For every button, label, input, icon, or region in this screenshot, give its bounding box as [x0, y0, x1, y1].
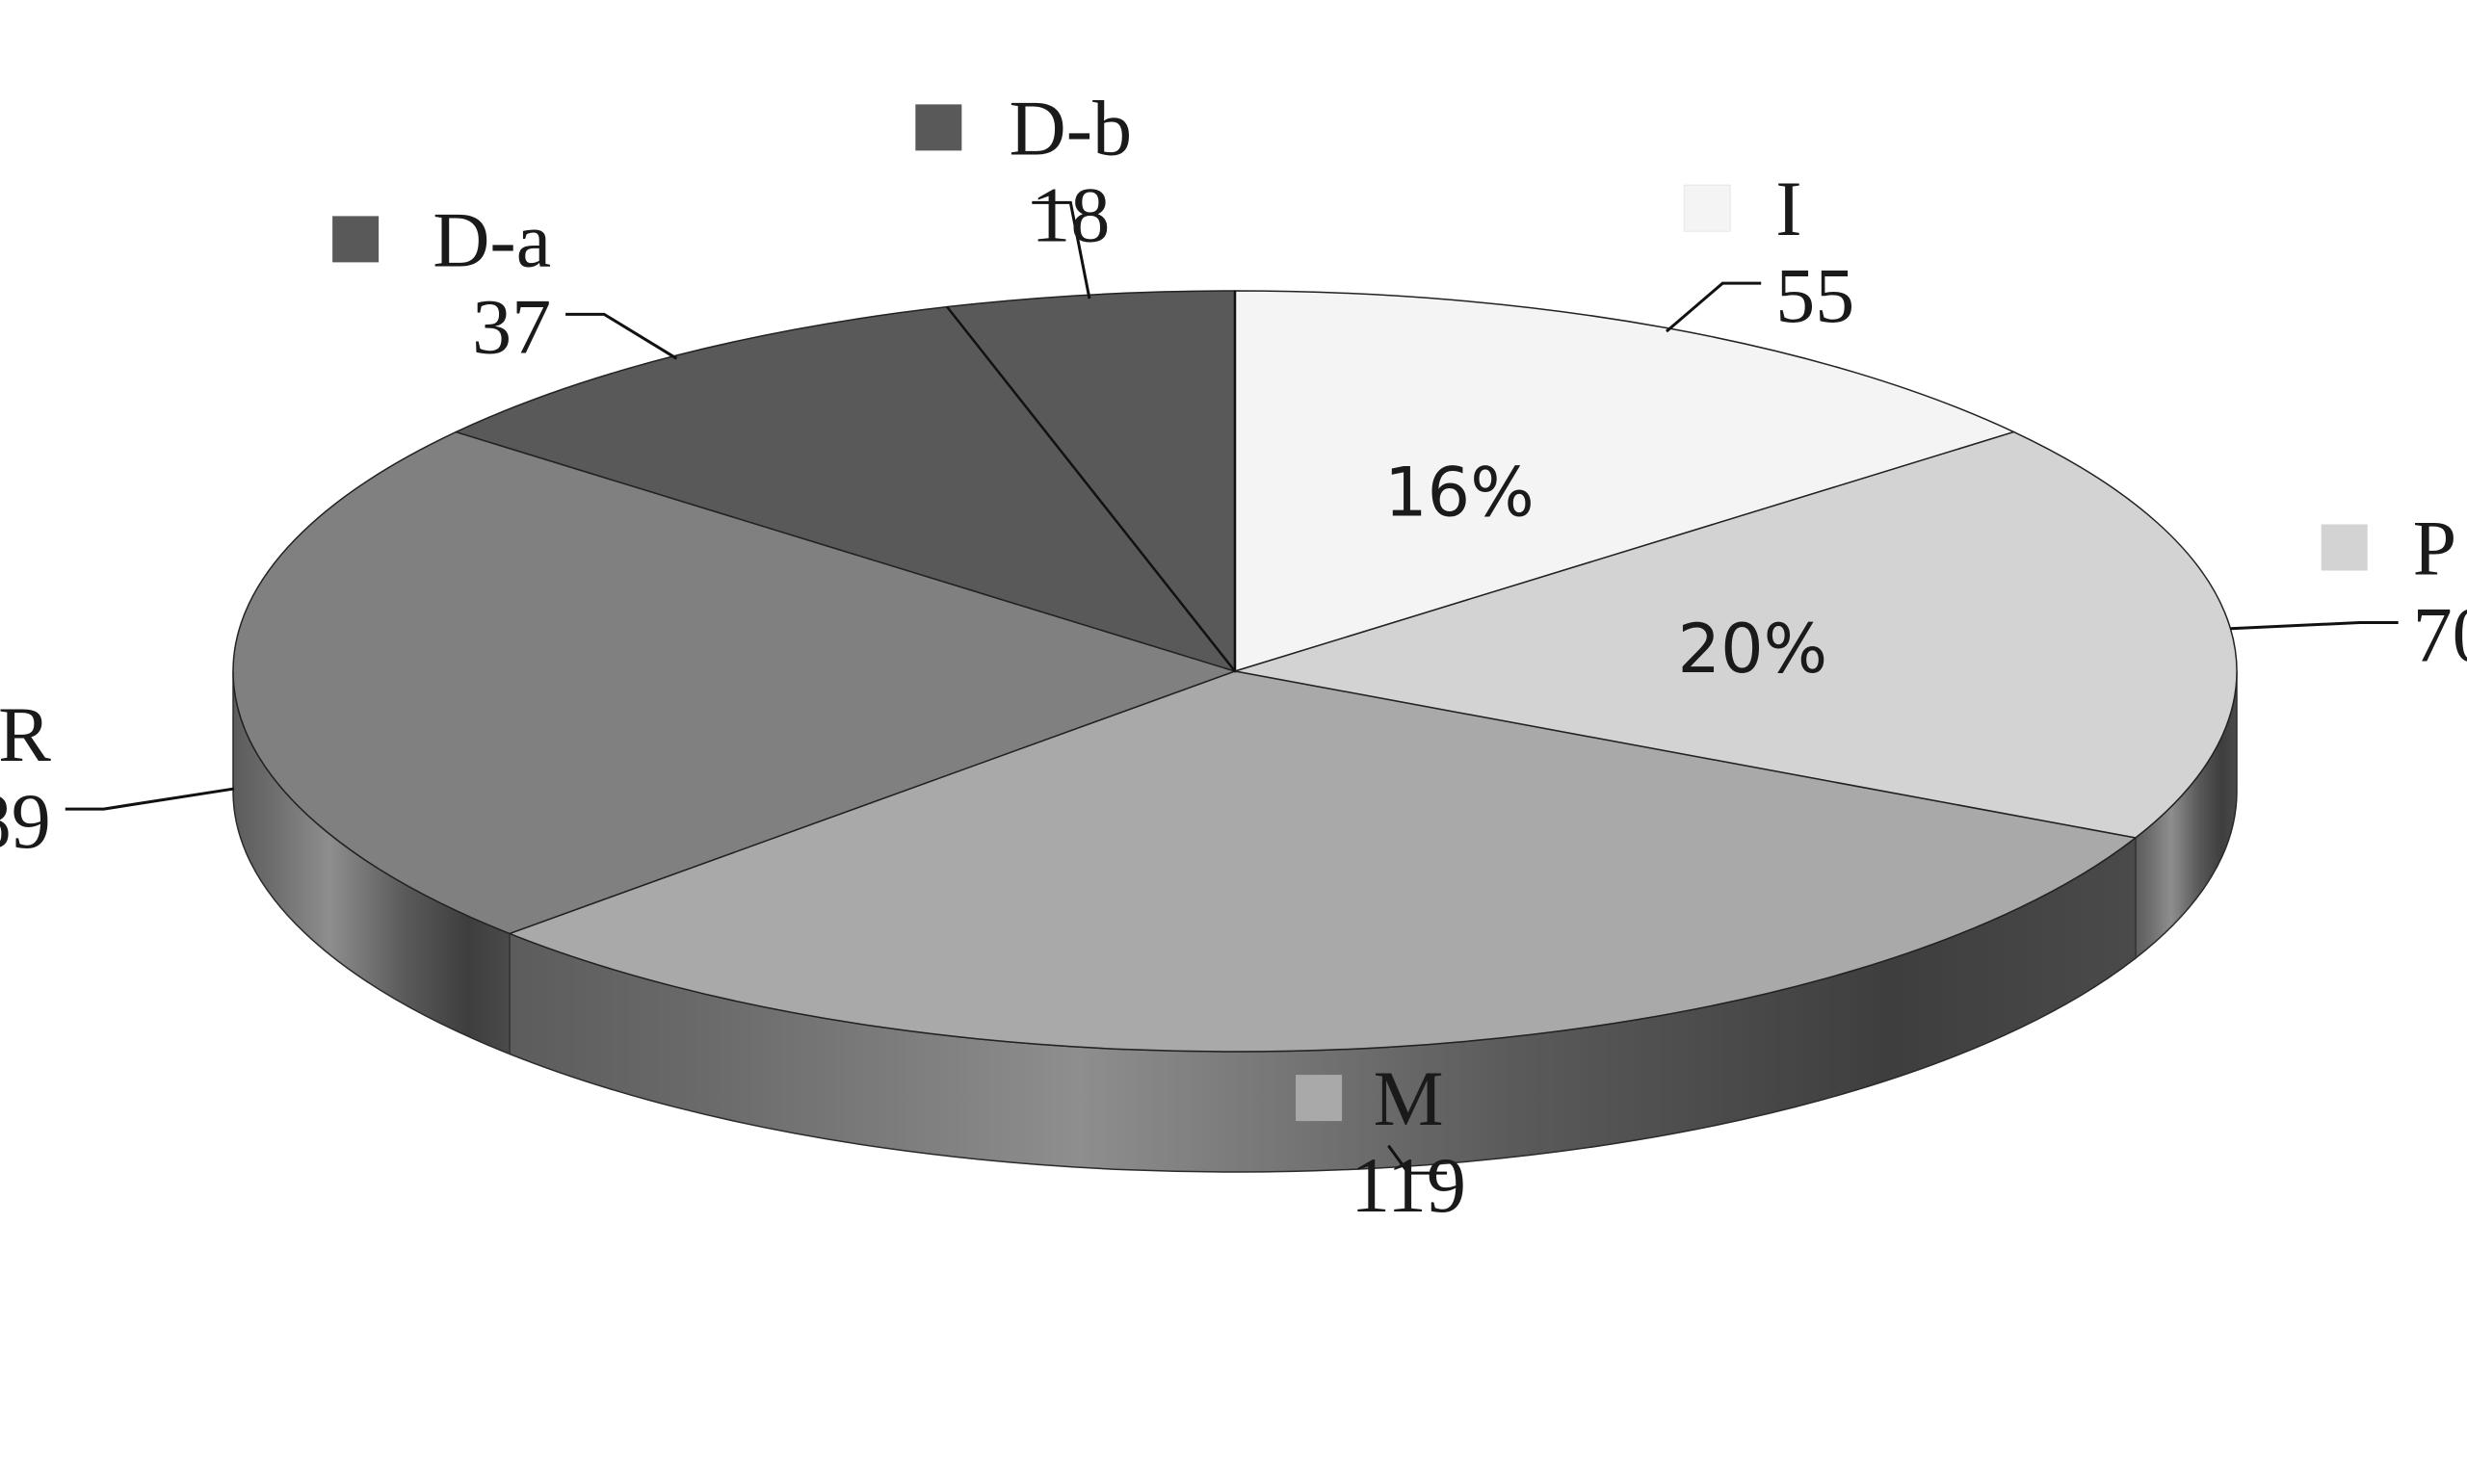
legend-key-d-a: [332, 216, 380, 263]
value-label-i: 55: [1775, 251, 1854, 339]
value-label-m: 119: [1351, 1141, 1466, 1229]
legend-key-d-b: [915, 104, 962, 151]
percent-label-p: 20%: [1678, 610, 1828, 689]
legend-key-i: [1683, 184, 1731, 232]
legend-key-m: [1296, 1075, 1343, 1122]
leader-line-d-a: [565, 312, 678, 360]
pie-top-surface: [232, 290, 2238, 1053]
leader-line-i: [1666, 281, 1762, 333]
category-label-m: M: [1374, 1054, 1444, 1142]
value-label-d-a: 37: [472, 282, 551, 370]
leader-line-d-b: [1032, 200, 1091, 299]
divider-d-b: [946, 305, 1236, 672]
leader-line-r: [65, 787, 235, 811]
pie-dividers: [946, 291, 1237, 672]
category-label-i: I: [1775, 165, 1801, 252]
category-label-p: P: [2413, 505, 2457, 592]
leader-line-p: [2230, 621, 2399, 631]
legend-key-p: [2321, 524, 2368, 571]
slice-m: [507, 670, 2138, 1053]
value-label-d-b: 18: [1031, 170, 1110, 258]
slice-i: [1234, 290, 2016, 673]
leader-line-m: [1387, 1144, 1448, 1175]
category-label-d-b: D-b: [1010, 84, 1133, 171]
leader-lines: [65, 200, 2399, 1175]
category-label-r: R: [0, 690, 51, 778]
slice-r: [232, 430, 1238, 935]
slice-d-a: [454, 305, 1238, 673]
category-label-d-a: D-a: [433, 195, 551, 283]
value-label-p: 70: [2413, 591, 2467, 679]
value-label-r: 89: [0, 777, 51, 865]
percent-label-i: 16%: [1384, 454, 1535, 533]
